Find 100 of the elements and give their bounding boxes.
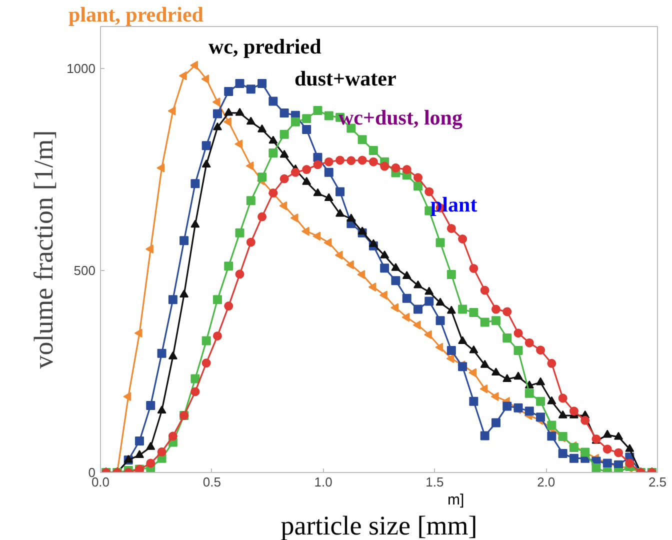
point <box>157 348 166 358</box>
point <box>569 406 578 416</box>
point <box>190 374 200 384</box>
point <box>602 430 612 438</box>
point <box>235 228 244 238</box>
point <box>558 410 568 418</box>
point <box>224 262 234 271</box>
point <box>246 84 256 94</box>
point <box>178 71 187 80</box>
annotation: wc, predried <box>208 34 322 58</box>
point <box>313 188 322 196</box>
point <box>134 436 144 446</box>
point <box>312 232 321 241</box>
point <box>558 449 568 458</box>
point <box>302 125 312 134</box>
point <box>313 106 322 116</box>
point <box>258 78 267 88</box>
point <box>458 234 468 244</box>
point <box>280 150 289 158</box>
point <box>146 244 154 254</box>
point <box>480 360 490 368</box>
point <box>491 304 500 314</box>
point <box>202 358 211 368</box>
point <box>168 106 176 116</box>
point <box>280 108 289 118</box>
point <box>480 286 490 295</box>
point <box>547 358 556 368</box>
annotation: plant, predried <box>68 2 204 26</box>
point <box>368 282 376 292</box>
point <box>413 304 422 314</box>
point <box>402 165 412 174</box>
x-tick-label: 1.5 <box>426 474 444 490</box>
point <box>290 168 300 177</box>
point <box>368 157 378 166</box>
point <box>324 193 334 202</box>
point <box>625 444 634 452</box>
point <box>424 286 434 295</box>
point <box>123 392 132 402</box>
point <box>336 156 345 165</box>
point <box>524 406 534 416</box>
point <box>446 224 456 233</box>
point <box>156 163 165 172</box>
point <box>446 270 456 280</box>
point <box>346 156 356 166</box>
point <box>302 176 312 185</box>
point <box>614 448 624 458</box>
point <box>336 187 345 196</box>
point <box>592 464 601 472</box>
point <box>514 328 523 338</box>
point <box>268 136 278 144</box>
point <box>313 152 322 162</box>
point <box>402 271 412 279</box>
point <box>268 96 278 106</box>
point <box>502 402 512 411</box>
point <box>212 122 222 130</box>
point <box>412 320 421 330</box>
point <box>547 396 556 404</box>
point <box>390 303 399 312</box>
point <box>514 372 523 380</box>
point <box>480 384 488 394</box>
point <box>146 458 156 468</box>
point <box>202 141 211 150</box>
point <box>569 454 578 463</box>
point <box>235 270 244 279</box>
point <box>234 140 243 149</box>
point <box>157 447 166 456</box>
point <box>402 312 410 322</box>
point <box>212 109 222 118</box>
point <box>614 432 624 440</box>
y-tick-label: 1000 <box>66 61 96 76</box>
point <box>302 114 312 124</box>
point <box>279 201 288 210</box>
annotation: dust+water <box>294 66 396 90</box>
point <box>413 173 422 182</box>
point <box>346 260 354 270</box>
point <box>246 238 256 247</box>
point <box>368 146 378 156</box>
point <box>469 308 478 318</box>
point <box>469 345 478 354</box>
point <box>436 316 445 326</box>
point <box>357 270 366 280</box>
point <box>280 174 289 184</box>
point <box>468 368 476 378</box>
point <box>625 458 634 468</box>
x-tick-label: 1.0 <box>314 474 332 490</box>
point <box>536 346 546 355</box>
point <box>157 406 166 414</box>
point <box>502 374 512 382</box>
point <box>168 351 178 360</box>
point <box>547 420 556 430</box>
point <box>202 160 211 168</box>
point <box>380 264 390 273</box>
point <box>446 354 454 364</box>
point <box>424 296 434 306</box>
point <box>324 238 332 248</box>
point <box>190 387 200 396</box>
point <box>201 74 210 84</box>
point <box>502 307 512 316</box>
point <box>134 328 142 338</box>
y-tick-label: 500 <box>74 263 96 278</box>
